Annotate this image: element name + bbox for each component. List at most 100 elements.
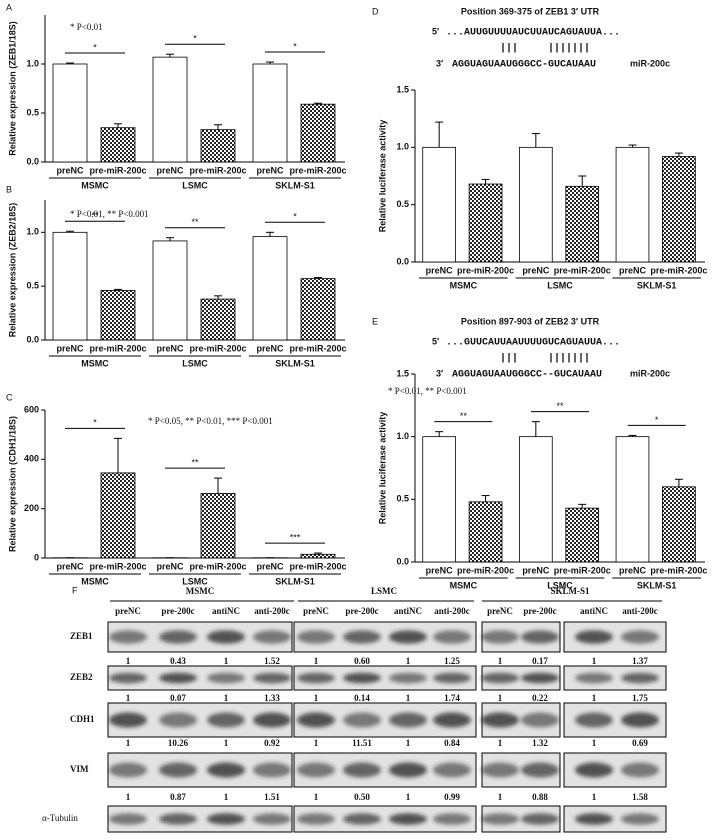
band-ratio: 1 bbox=[498, 656, 503, 666]
blot-band bbox=[253, 712, 291, 728]
blot-band bbox=[253, 672, 291, 684]
significance-note: * P<0.01, ** P<0.001 bbox=[70, 209, 149, 219]
blot-band bbox=[575, 630, 613, 644]
lane-label: anti-200c bbox=[254, 606, 290, 616]
band-ratio: 1 bbox=[592, 792, 597, 802]
blot-band bbox=[433, 762, 471, 778]
bar-label: preNC bbox=[619, 565, 647, 575]
bar-label: preNC bbox=[619, 265, 647, 275]
band-ratio: 10.26 bbox=[168, 738, 189, 748]
blot-band bbox=[389, 630, 427, 644]
y-tick-label: 600 bbox=[24, 404, 39, 414]
band-ratio: 1 bbox=[406, 693, 411, 703]
panel-letter: F bbox=[72, 585, 78, 595]
bar bbox=[100, 127, 136, 163]
x-tick-label: MSMC bbox=[81, 180, 109, 190]
bar-label: pre-miR-200c bbox=[189, 165, 246, 175]
blot-band bbox=[109, 813, 147, 825]
significance-note: * P<0.01, ** P<0.001 bbox=[388, 386, 467, 396]
band-ratio: 1 bbox=[592, 738, 597, 748]
blot-band bbox=[433, 813, 471, 825]
band-ratio: 0.22 bbox=[532, 693, 548, 703]
significance-mark: *** bbox=[290, 532, 301, 542]
blot-group: LSMC bbox=[371, 586, 397, 596]
y-axis-label: Relative luciferase activity bbox=[377, 120, 387, 233]
band-ratio: 0.60 bbox=[354, 656, 370, 666]
panel-letter: C bbox=[6, 392, 13, 402]
bar-label: preNC bbox=[156, 561, 184, 571]
bar bbox=[200, 298, 236, 341]
bar bbox=[662, 486, 696, 563]
lane-label: preNC bbox=[487, 606, 513, 616]
bar bbox=[468, 183, 503, 263]
blot-band bbox=[207, 813, 245, 825]
band-ratio: 1 bbox=[498, 738, 503, 748]
band-ratio: 1 bbox=[406, 792, 411, 802]
y-tick-label: 0.0 bbox=[396, 556, 409, 566]
y-tick-label: 0.5 bbox=[396, 494, 409, 504]
bar bbox=[200, 492, 236, 559]
blot-band bbox=[389, 672, 427, 684]
blot-band bbox=[109, 672, 147, 684]
bar-label: pre-miR-200c bbox=[189, 343, 246, 353]
bar-label: pre-miR-200c bbox=[89, 343, 146, 353]
y-tick-label: 0.5 bbox=[26, 107, 39, 117]
y-tick-label: 1.5 bbox=[396, 84, 409, 94]
band-ratio: 1 bbox=[224, 693, 229, 703]
bar bbox=[662, 156, 696, 263]
significance-mark: * bbox=[93, 418, 97, 428]
bar bbox=[615, 436, 650, 563]
blot-band bbox=[621, 813, 659, 825]
significance-mark: * bbox=[655, 415, 659, 425]
five-prime: 5′ bbox=[432, 26, 439, 36]
bar bbox=[52, 231, 88, 341]
blot-band bbox=[297, 813, 335, 825]
y-tick-label: 400 bbox=[24, 454, 39, 464]
bar-label: pre-miR-200c bbox=[554, 565, 611, 575]
lane-label: pre-200c bbox=[523, 606, 556, 616]
three-prime: 3′ bbox=[436, 368, 443, 378]
band-ratio: 1.58 bbox=[632, 792, 648, 802]
band-ratio: 1 bbox=[498, 792, 503, 802]
mirna-seq: AGGUAGUAAUGGGCC-GUCAUAAU bbox=[452, 60, 596, 71]
bar-label: pre-miR-200c bbox=[189, 561, 246, 571]
bar-label: pre-miR-200c bbox=[457, 265, 514, 275]
blot-band bbox=[521, 813, 559, 825]
bar bbox=[252, 63, 288, 163]
chart-title: Position 369-375 of ZEB1 3′ UTR bbox=[461, 6, 600, 16]
panel-letter: D bbox=[372, 6, 379, 16]
x-tick-label: MSMC bbox=[450, 580, 478, 590]
mirna-name: miR-200c bbox=[630, 58, 670, 68]
y-tick-label: 1.0 bbox=[26, 227, 39, 237]
band-ratio: 1 bbox=[498, 693, 503, 703]
band-ratio: 1.37 bbox=[632, 656, 648, 666]
bar-label: preNC bbox=[56, 561, 84, 571]
mirna-seq: AGGUAGUAAUGGGCC--GUCAUAAU bbox=[452, 370, 602, 381]
bar-label: pre-miR-200c bbox=[289, 165, 346, 175]
blot-band bbox=[159, 672, 197, 684]
lane-label: antiNC bbox=[212, 606, 240, 616]
blot-band bbox=[343, 672, 381, 684]
band-ratio: 1 bbox=[314, 656, 319, 666]
x-tick-label: MSMC bbox=[81, 576, 109, 586]
y-tick-label: 1.0 bbox=[396, 142, 409, 152]
blot-band bbox=[159, 813, 197, 825]
bar-label: preNC bbox=[256, 165, 284, 175]
bar-label: preNC bbox=[522, 265, 550, 275]
bar bbox=[565, 507, 600, 563]
x-tick-label: MSMC bbox=[81, 358, 109, 368]
band-ratio: 0.69 bbox=[632, 738, 648, 748]
x-tick-label: MSMC bbox=[450, 280, 478, 290]
blot-band bbox=[207, 672, 245, 684]
blot-band bbox=[253, 762, 291, 778]
y-tick-label: 0.0 bbox=[26, 156, 39, 166]
lane-label: preNC bbox=[303, 606, 329, 616]
x-tick-label: LSMC bbox=[547, 580, 573, 590]
band-ratio: 1 bbox=[126, 738, 131, 748]
blot-band bbox=[481, 630, 519, 644]
band-ratio: 0.88 bbox=[532, 792, 548, 802]
blot-band bbox=[159, 630, 197, 644]
band-ratio: 0.87 bbox=[170, 792, 186, 802]
y-tick-label: 0.5 bbox=[396, 199, 409, 209]
